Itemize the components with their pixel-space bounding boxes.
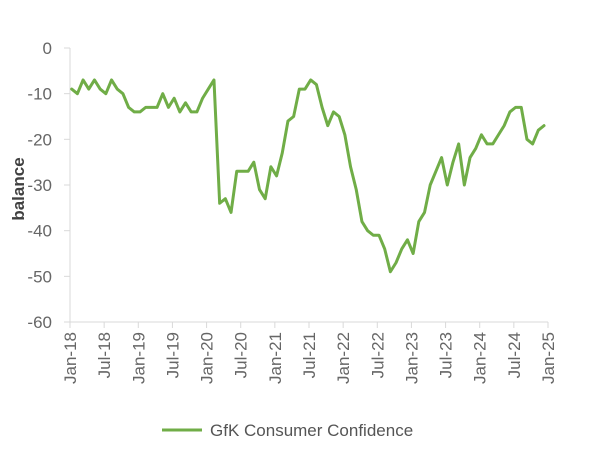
x-axis-ticks: Jan-18 Jul-18 Jan-19 Jul-19 Jan-20 Jul-20 Jan-… — [61, 322, 558, 384]
x-tick-label: Jul-18 — [95, 332, 114, 378]
x-tick-label: Jul-24 — [505, 332, 524, 378]
y-tick-label: -20 — [27, 130, 52, 149]
x-tick-label: Jan-20 — [198, 332, 217, 384]
x-tick-label: Jan-19 — [129, 332, 148, 384]
x-tick-label: Jul-21 — [300, 332, 319, 378]
legend: GfK Consumer Confidence — [162, 421, 413, 440]
legend-label: GfK Consumer Confidence — [210, 421, 413, 440]
series-layer — [70, 78, 546, 274]
y-axis-title: balance — [9, 157, 28, 220]
y-tick-label: -30 — [27, 176, 52, 195]
x-tick-label: Jul-23 — [437, 332, 456, 378]
y-tick-label: 0 — [43, 39, 52, 58]
y-tick-label: -10 — [27, 85, 52, 104]
x-tick-label: Jan-22 — [334, 332, 353, 384]
x-tick-label: Jul-19 — [163, 332, 182, 378]
y-axis-ticks: 0 -10 -20 -30 -40 -50 -60 — [27, 39, 70, 332]
x-tick-label: Jul-20 — [232, 332, 251, 378]
series-line-gfk-consumer-confidence — [70, 78, 546, 274]
x-tick-label: Jul-22 — [368, 332, 387, 378]
y-tick-label: -50 — [27, 267, 52, 286]
y-tick-label: -60 — [27, 313, 52, 332]
x-tick-label: Jan-21 — [266, 332, 285, 384]
x-tick-label: Jan-18 — [61, 332, 80, 384]
x-tick-label: Jan-25 — [539, 332, 558, 384]
x-tick-label: Jan-24 — [471, 332, 490, 384]
x-tick-label: Jan-23 — [402, 332, 421, 384]
y-tick-label: -40 — [27, 222, 52, 241]
